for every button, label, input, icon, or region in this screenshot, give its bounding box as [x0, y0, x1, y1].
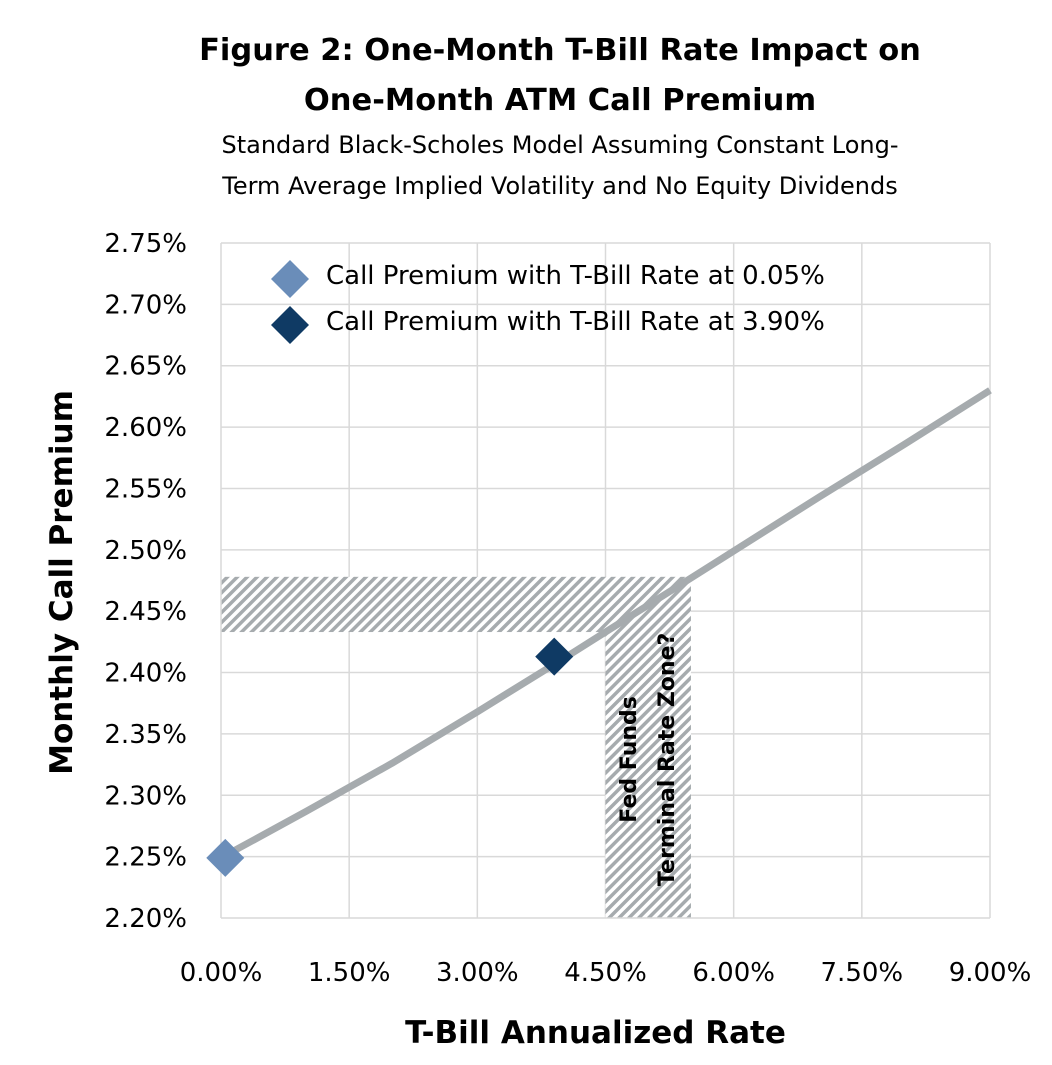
zone-label-line-2: Terminal Rate Zone? [655, 633, 680, 886]
y-tick-label: 2.70% [104, 290, 187, 320]
x-axis-title: T-Bill Annualized Rate [405, 1015, 786, 1051]
data-point-diamond-2 [535, 637, 574, 676]
y-tick-label: 2.40% [104, 659, 187, 689]
terminal-rate-zone: Fed Funds Terminal Rate Zone? [221, 576, 691, 918]
x-tick-label: 0.00% [180, 958, 263, 988]
y-tick-label: 2.65% [104, 352, 187, 382]
chart-subtitle-line-1: Standard Black-Scholes Model Assuming Co… [221, 131, 899, 159]
y-tick-label: 2.30% [104, 781, 187, 811]
zone-label: Fed Funds Terminal Rate Zone? [617, 633, 680, 886]
data-point-diamond-1 [206, 838, 245, 877]
series [206, 387, 992, 877]
y-tick-label: 2.55% [104, 474, 187, 504]
y-tick-label: 2.35% [104, 720, 187, 750]
zone-horizontal-band [221, 576, 606, 633]
premium-curve [219, 387, 992, 861]
legend: Call Premium with T-Bill Rate at 0.05% Ca… [271, 260, 825, 344]
y-tick-label: 2.20% [104, 904, 187, 934]
chart-title-line-1: Figure 2: One-Month T-Bill Rate Impact o… [199, 33, 921, 68]
x-tick-label: 6.00% [692, 958, 775, 988]
legend-label-1: Call Premium with T-Bill Rate at 0.05% [326, 261, 825, 291]
axis-labels: 0.00% 1.50% 3.00% 4.50% 6.00% 7.50% 9.00% 2.20%… [44, 229, 1031, 1051]
y-axis-title: Monthly Call Premium [44, 390, 80, 775]
legend-label-2: Call Premium with T-Bill Rate at 3.90% [326, 307, 825, 337]
y-tick-label: 2.60% [104, 413, 187, 443]
zone-label-line-1: Fed Funds [617, 696, 642, 823]
chart-title-line-2: One-Month ATM Call Premium [303, 83, 817, 118]
legend-marker-2 [271, 306, 309, 344]
x-tick-label: 4.50% [564, 958, 647, 988]
x-tick-label: 1.50% [308, 958, 391, 988]
chart-subtitle-line-2: Term Average Implied Volatility and No E… [222, 172, 898, 200]
x-tick-label: 7.50% [821, 958, 904, 988]
axes [220, 243, 990, 919]
legend-marker-1 [271, 260, 309, 298]
y-tick-label: 2.75% [104, 229, 187, 259]
y-tick-label: 2.50% [104, 536, 187, 566]
y-tick-label: 2.25% [104, 843, 187, 873]
y-tick-label: 2.45% [104, 597, 187, 627]
x-tick-label: 9.00% [949, 958, 1032, 988]
x-tick-label: 3.00% [436, 958, 519, 988]
zone-vertical-band [605, 576, 691, 918]
